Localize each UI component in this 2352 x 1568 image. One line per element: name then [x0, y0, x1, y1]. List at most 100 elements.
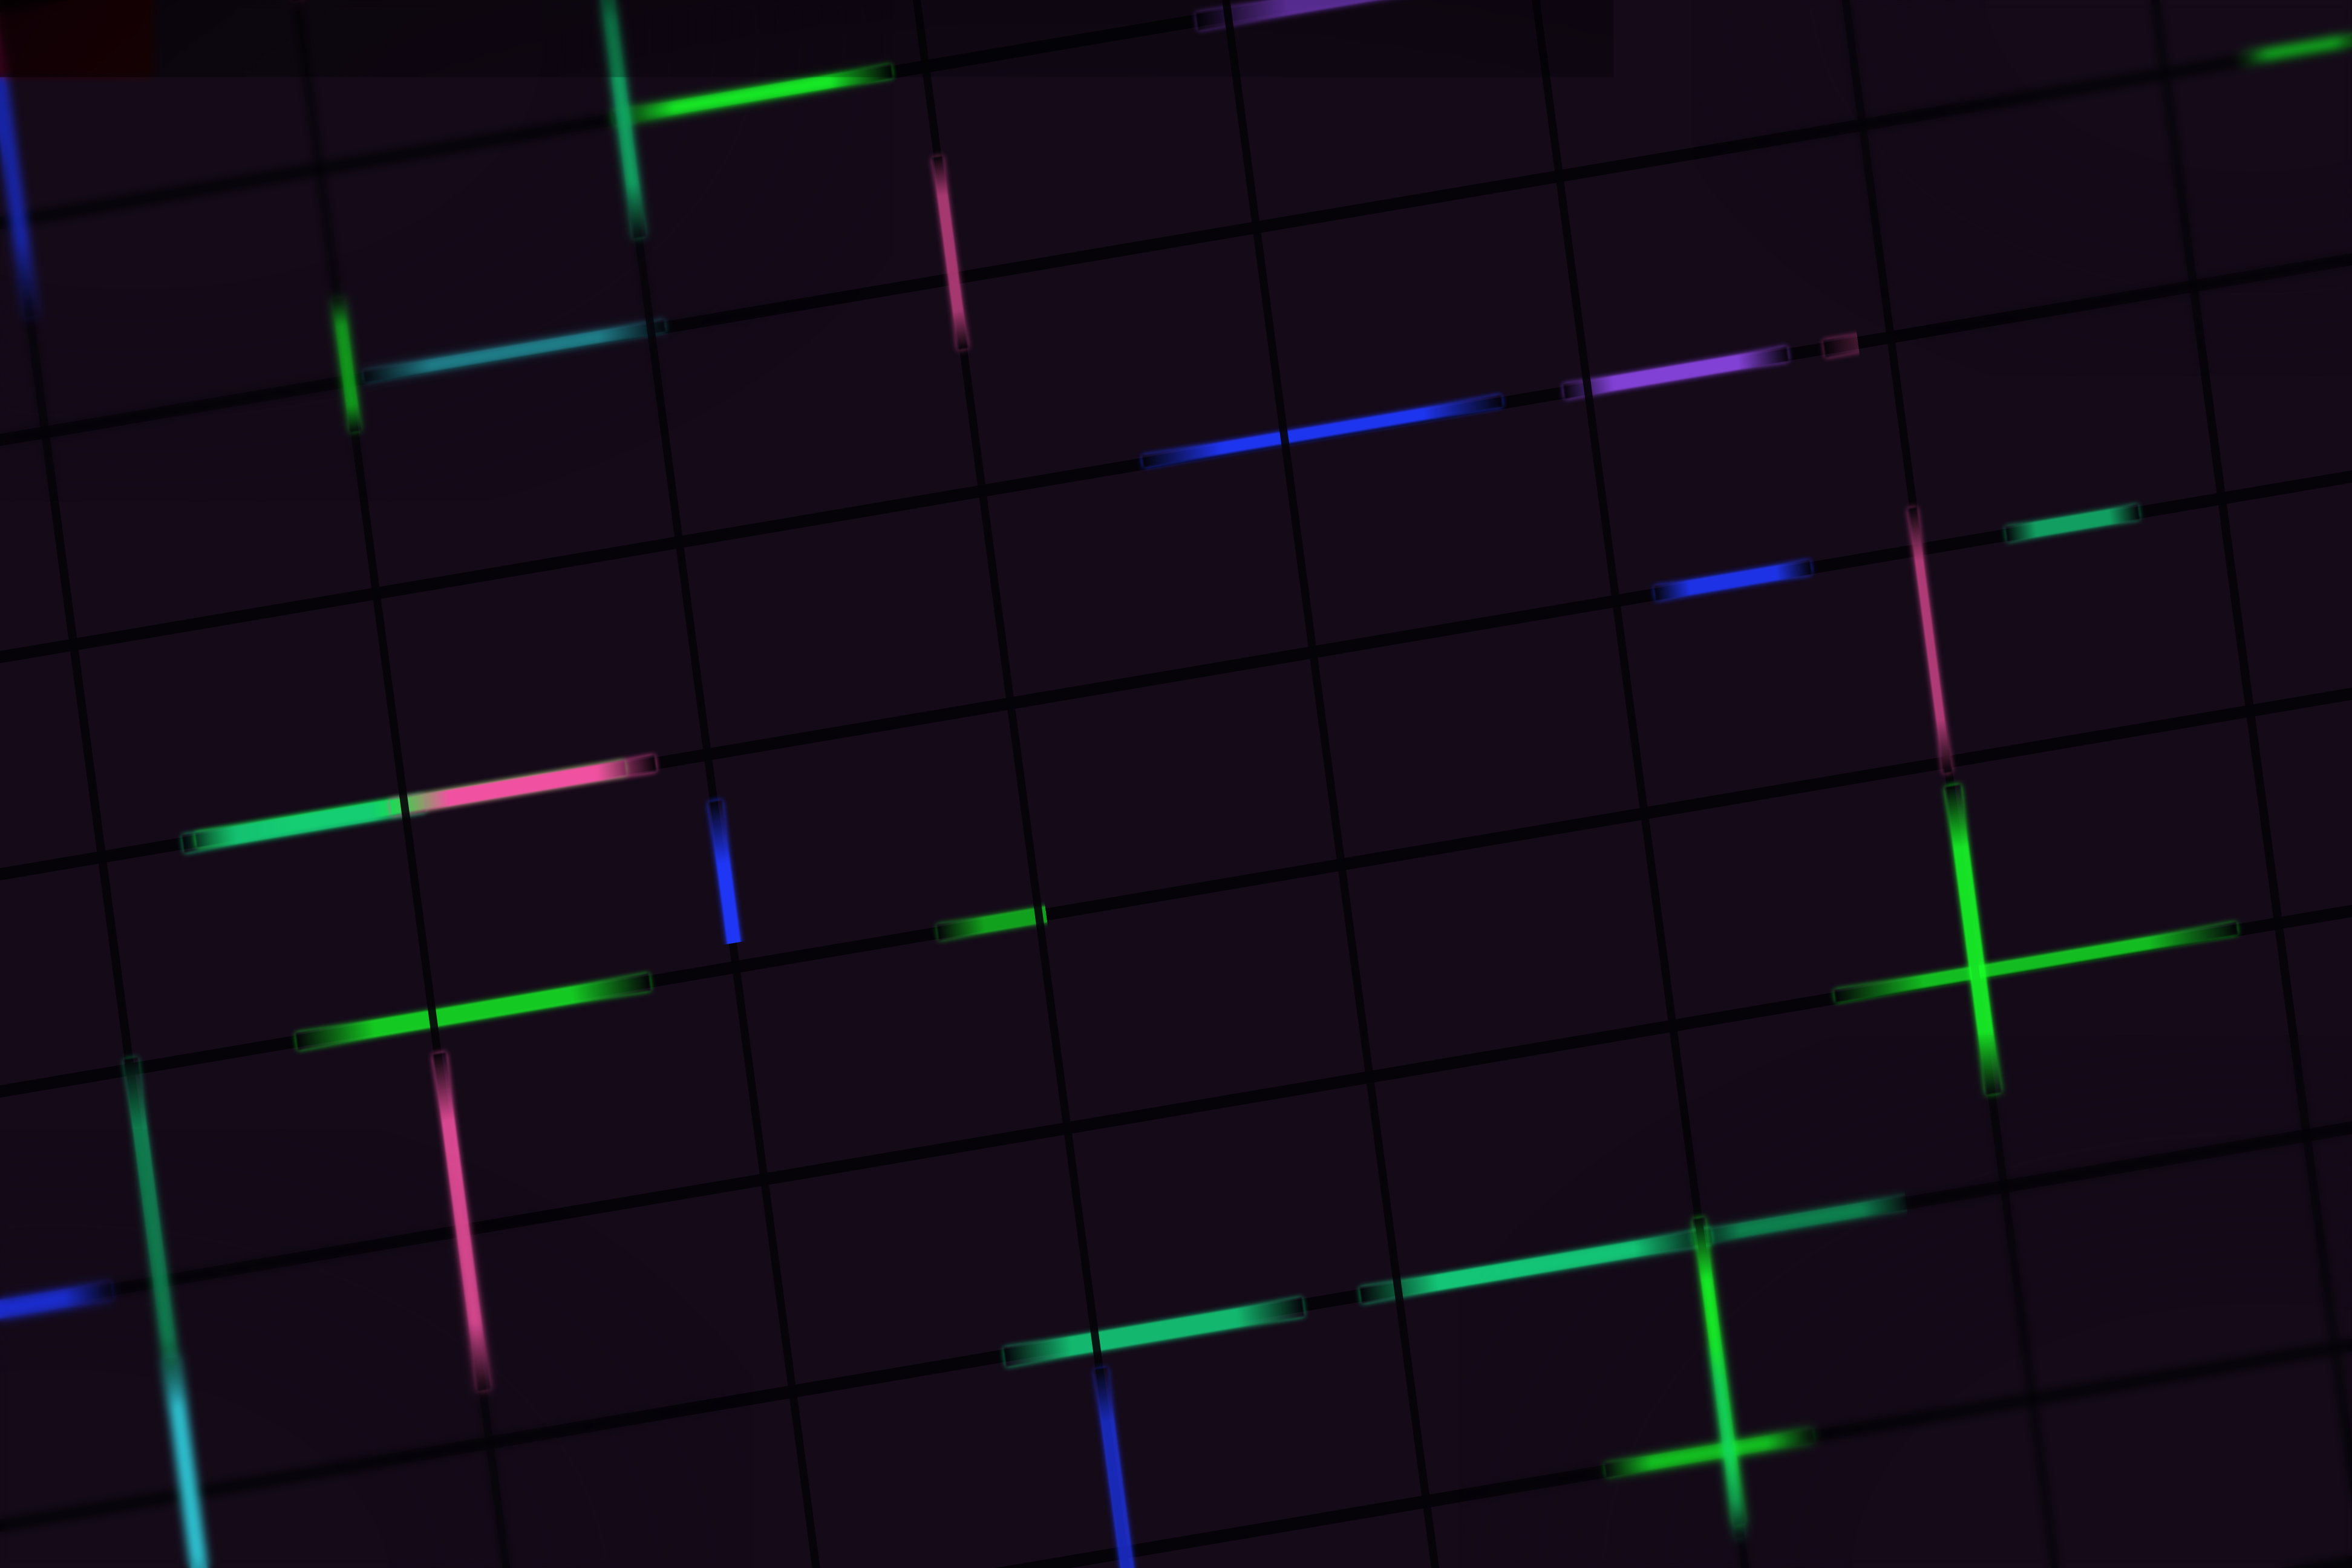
bond-pad — [493, 854, 506, 870]
bond-pad — [1030, 1171, 1042, 1182]
bond-pad — [477, 711, 488, 724]
bond-pad — [316, 1542, 324, 1552]
bond-pad — [814, 1062, 824, 1070]
cache-array-block — [449, 909, 505, 985]
bond-pad — [1912, 396, 1923, 407]
bond-pad — [981, 320, 989, 328]
bond-pad — [1495, 1119, 1504, 1132]
bond-pad — [465, 509, 478, 521]
bond-pad — [367, 106, 375, 116]
bond-pad — [2138, 1484, 2152, 1501]
bond-pad — [2241, 436, 2252, 447]
bond-pad — [1966, 1131, 1979, 1147]
bond-pad — [1740, 832, 1753, 848]
bond-pad — [1221, 685, 1233, 699]
sram-dot-array — [197, 473, 271, 538]
bond-pad — [770, 631, 783, 647]
sram-dot-array — [402, 416, 450, 461]
bond-pad — [2029, 1105, 2036, 1112]
bond-pad — [2082, 190, 2090, 199]
bond-pad — [78, 513, 90, 524]
bond-pad — [995, 1419, 1003, 1431]
bond-pad — [1900, 837, 1907, 845]
bond-pad — [655, 860, 667, 874]
bond-pad — [1178, 356, 1189, 370]
bond-pad — [1231, 909, 1237, 918]
bond-pad — [780, 1047, 792, 1062]
bond-pad — [719, 226, 727, 234]
sram-dot-array — [673, 165, 720, 219]
bond-pad — [1962, 1083, 1975, 1097]
register-file-block — [714, 1489, 771, 1567]
bond-pad — [144, 529, 154, 540]
bond-pad — [636, 57, 648, 71]
bond-pad — [1731, 1044, 1738, 1051]
bond-pad — [518, 808, 528, 820]
bond-pad — [4, 731, 10, 738]
bond-pad — [509, 530, 520, 541]
bond-pad — [1121, 792, 1134, 808]
bond-pad — [535, 1086, 548, 1099]
bond-pad — [1321, 1333, 1333, 1347]
cache-array-block — [2117, 1498, 2161, 1536]
bond-pad — [1984, 456, 1995, 468]
bond-pad — [2276, 139, 2287, 150]
bond-pad — [2125, 1213, 2138, 1229]
bond-pad — [1683, 491, 1696, 504]
bond-pad — [1472, 1347, 1486, 1365]
bond-pad — [78, 155, 90, 168]
register-file-block — [2111, 798, 2161, 858]
bond-pad — [526, 1563, 534, 1568]
bond-pad — [1933, 139, 1942, 151]
bond-pad — [1602, 0, 1611, 7]
sram-dot-array — [644, 0, 697, 45]
bond-pad — [2114, 788, 2123, 798]
register-file-block — [506, 354, 602, 446]
bond-pad — [1370, 531, 1379, 545]
bond-pad — [638, 1087, 649, 1099]
bond-pad — [2314, 503, 2323, 512]
bond-pad — [1588, 54, 1602, 73]
register-file-block — [532, 6, 589, 64]
bond-pad — [635, 1557, 645, 1568]
bond-pad — [1104, 822, 1112, 833]
bond-pad — [544, 1315, 555, 1327]
bond-pad — [491, 414, 496, 422]
wafer-macro-photograph: silicon wafer die array — [0, 0, 2352, 1568]
bond-pad — [1723, 503, 1736, 518]
cache-array-block — [552, 1498, 604, 1544]
bond-pad — [1842, 150, 1852, 165]
bond-pad — [1567, 869, 1577, 883]
bond-pad — [134, 1434, 140, 1442]
bond-pad — [1790, 1128, 1802, 1143]
bond-pad — [2195, 618, 2207, 634]
bond-pad — [2111, 652, 2119, 660]
bond-pad — [24, 473, 34, 485]
bond-pad — [171, 968, 181, 982]
bond-pad — [1572, 1165, 1579, 1173]
bond-pad — [1713, 663, 1720, 672]
bond-pad — [1212, 344, 1222, 358]
bond-pad — [1751, 664, 1760, 676]
bond-pad — [275, 4, 285, 14]
bond-pad — [2316, 145, 2328, 162]
bond-pad — [843, 1100, 856, 1115]
bond-pad — [400, 448, 409, 459]
bond-pad — [1538, 1420, 1549, 1435]
bond-pad — [2068, 975, 2080, 993]
bond-pad — [1777, 518, 1787, 531]
bond-pad — [1293, 97, 1305, 114]
bond-pad — [840, 326, 846, 333]
bond-pad — [396, 97, 407, 111]
routing-mesh-field — [1440, 685, 1536, 771]
bond-pad — [1184, 1463, 1197, 1476]
bond-pad — [687, 1324, 696, 1334]
bond-pad — [1460, 551, 1470, 562]
bond-pad — [1214, 809, 1225, 825]
bond-pad — [1044, 1, 1051, 11]
bond-pad — [1532, 1097, 1545, 1114]
bond-pad — [1642, 1086, 1650, 1094]
bond-pad — [463, 845, 474, 855]
bond-pad — [1808, 1560, 1820, 1568]
bond-pad — [263, 1331, 269, 1340]
